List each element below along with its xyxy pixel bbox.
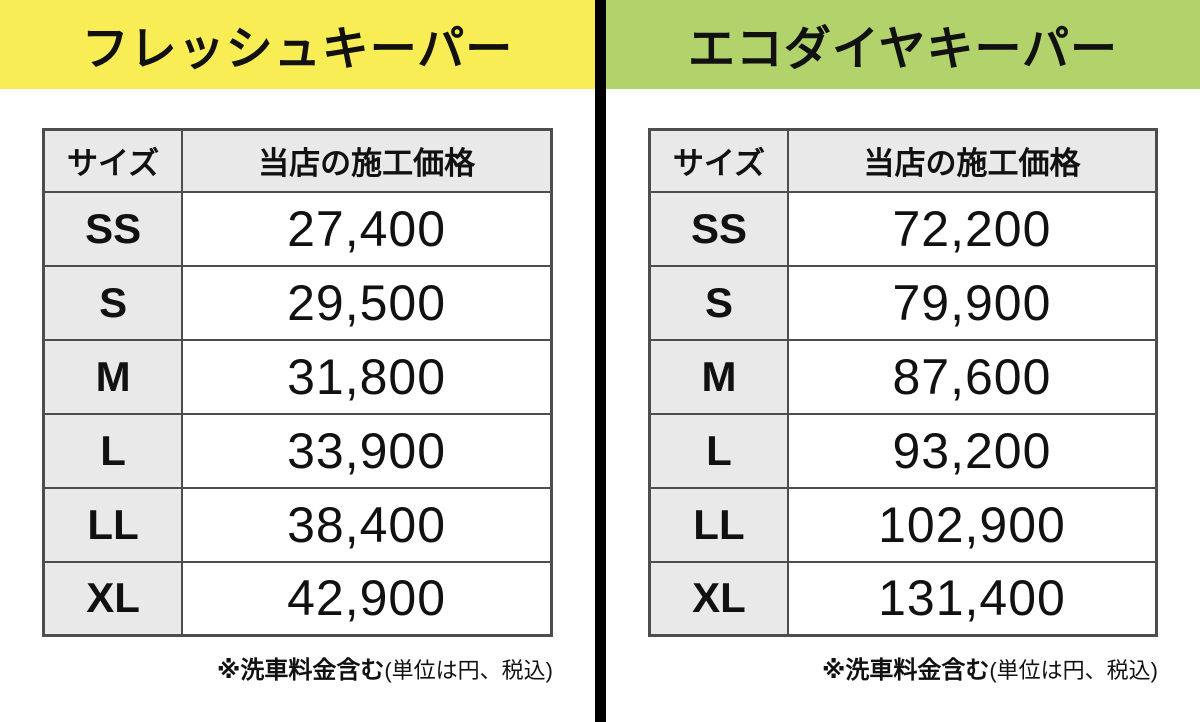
price-table-fresh-keeper: サイズ 当店の施工価格 SS 27,400 S 29,500 M xyxy=(42,128,553,637)
price-cell: 102,900 xyxy=(786,486,1158,563)
price-cell: 33,900 xyxy=(181,412,553,489)
table-header-row: サイズ 当店の施工価格 xyxy=(648,128,1158,193)
table-area-eco-diamond-keeper: サイズ 当店の施工価格 SS 72,200 S 79,900 M xyxy=(648,128,1158,685)
price-cell: 131,400 xyxy=(786,560,1158,637)
panel-eco-diamond-keeper: エコダイヤキーパー サイズ 当店の施工価格 SS 72,200 S xyxy=(606,0,1200,722)
table-row: XL 131,400 xyxy=(648,560,1158,637)
size-cell: M xyxy=(42,338,184,415)
column-header-size: サイズ xyxy=(42,128,184,193)
size-cell: LL xyxy=(42,486,184,563)
table-row: SS 72,200 xyxy=(648,190,1158,267)
table-row: LL 38,400 xyxy=(42,486,553,563)
price-cell: 79,900 xyxy=(786,264,1158,341)
price-cell: 72,200 xyxy=(786,190,1158,267)
footnote-eco-diamond-keeper: ※洗車料金含む(単位は円、税込) xyxy=(648,650,1158,685)
size-cell: M xyxy=(648,338,789,415)
size-cell: SS xyxy=(42,190,184,267)
footnote-normal-text: (単位は円、税込) xyxy=(989,658,1158,683)
size-cell: XL xyxy=(648,560,789,637)
footnote-fresh-keeper: ※洗車料金含む(単位は円、税込) xyxy=(42,650,553,685)
panel-title-eco-diamond-keeper: エコダイヤキーパー xyxy=(687,22,1119,75)
size-cell: L xyxy=(648,412,789,489)
price-table-eco-diamond-keeper: サイズ 当店の施工価格 SS 72,200 S 79,900 M xyxy=(648,128,1158,637)
table-row: M 31,800 xyxy=(42,338,553,415)
size-cell: S xyxy=(648,264,789,341)
price-cell: 27,400 xyxy=(181,190,553,267)
column-header-price: 当店の施工価格 xyxy=(786,128,1158,193)
table-row: M 87,600 xyxy=(648,338,1158,415)
price-cell: 42,900 xyxy=(181,560,553,637)
column-header-price: 当店の施工価格 xyxy=(181,128,553,193)
footnote-bold-text: ※洗車料金含む xyxy=(217,657,385,684)
price-cell: 87,600 xyxy=(786,338,1158,415)
table-row: S 79,900 xyxy=(648,264,1158,341)
price-cell: 31,800 xyxy=(181,338,553,415)
size-cell: XL xyxy=(42,560,184,637)
table-row: S 29,500 xyxy=(42,264,553,341)
size-cell: LL xyxy=(648,486,789,563)
table-row: LL 102,900 xyxy=(648,486,1158,563)
price-cell: 38,400 xyxy=(181,486,553,563)
size-cell: L xyxy=(42,412,184,489)
table-row: SS 27,400 xyxy=(42,190,553,267)
price-cell: 93,200 xyxy=(786,412,1158,489)
table-header-row: サイズ 当店の施工価格 xyxy=(42,128,553,193)
panel-fresh-keeper: フレッシュキーパー サイズ 当店の施工価格 SS 27,400 S xyxy=(0,0,595,722)
vertical-divider xyxy=(595,0,606,722)
title-band-fresh-keeper: フレッシュキーパー xyxy=(0,0,595,89)
footnote-bold-text: ※洗車料金含む xyxy=(822,657,990,684)
size-cell: SS xyxy=(648,190,789,267)
table-row: L 93,200 xyxy=(648,412,1158,489)
panel-title-fresh-keeper: フレッシュキーパー xyxy=(81,22,514,75)
table-row: XL 42,900 xyxy=(42,560,553,637)
size-cell: S xyxy=(42,264,184,341)
column-header-size: サイズ xyxy=(648,128,789,193)
table-area-fresh-keeper: サイズ 当店の施工価格 SS 27,400 S 29,500 M xyxy=(42,128,553,685)
title-band-eco-diamond-keeper: エコダイヤキーパー xyxy=(606,0,1200,89)
price-cell: 29,500 xyxy=(181,264,553,341)
footnote-normal-text: (単位は円、税込) xyxy=(384,658,553,683)
table-row: L 33,900 xyxy=(42,412,553,489)
